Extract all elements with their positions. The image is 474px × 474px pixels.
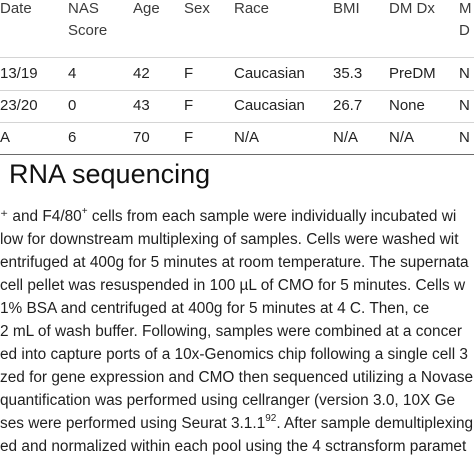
- cell-bmi: 26.7: [333, 97, 363, 114]
- paragraph-line: ses were performed using Seurat 3.1.192.…: [0, 412, 474, 432]
- paragraph-line: zed for gene expression and CMO then seq…: [0, 369, 474, 386]
- row-divider: [0, 122, 474, 123]
- table-header-row: Date NAS Score Age Sex Race BMI DM Dx M …: [0, 0, 474, 56]
- header-nas-score: NAS Score: [68, 0, 107, 42]
- paragraph-line: quantification was performed using cellr…: [0, 392, 456, 409]
- section-heading: RNA sequencing: [9, 156, 210, 192]
- cell-nas: 4: [68, 65, 77, 82]
- header-last-column: M D: [459, 0, 472, 42]
- cell-sex: F: [184, 129, 194, 146]
- header-last-line1: M: [459, 0, 472, 17]
- paragraph-line: ⁺ and F4/80+ cells from each sample were…: [0, 205, 457, 225]
- header-race: Race: [234, 0, 270, 17]
- cell-last: N: [459, 97, 470, 114]
- header-last-line2: D: [459, 22, 470, 39]
- table-bottom-rule: [0, 154, 474, 155]
- paragraph-line: cell pellet was resuspended in 100 µL of…: [0, 277, 466, 294]
- header-date: Date: [0, 0, 32, 17]
- paragraph-line: 1% BSA and centrifuged at 400g for 5 min…: [0, 300, 430, 317]
- cell-date: 13/19: [0, 65, 38, 82]
- paragraph-line: 2 mL of wash buffer. Following, samples …: [0, 323, 462, 340]
- table-row: 23/20 0 43 F Caucasian 26.7 None N: [0, 92, 474, 120]
- cell-age: 42: [133, 65, 150, 82]
- cell-race: N/A: [234, 129, 260, 146]
- cell-date: A: [0, 129, 11, 146]
- header-bmi: BMI: [333, 0, 360, 17]
- cell-race: Caucasian: [234, 97, 305, 114]
- table-row: A 6 70 F N/A N/A N/A N: [0, 124, 474, 152]
- cell-dm: PreDM: [389, 65, 436, 82]
- cell-date: 23/20: [0, 97, 38, 114]
- cell-nas: 0: [68, 97, 77, 114]
- cell-dm: N/A: [389, 129, 415, 146]
- cell-last: N: [459, 129, 470, 146]
- cell-sex: F: [184, 97, 194, 114]
- section-heading-text: RNA sequencing: [9, 159, 211, 189]
- paragraph-line: entrifuged at 400g for 5 minutes at room…: [0, 254, 469, 271]
- cell-age: 70: [133, 129, 150, 146]
- header-age: Age: [133, 0, 160, 17]
- cell-bmi: 35.3: [333, 65, 363, 82]
- header-nas-line1: NAS: [68, 0, 99, 17]
- cell-dm: None: [389, 97, 425, 114]
- paragraph-line: ed and normalized within each pool using…: [0, 438, 467, 455]
- paragraph-line: ed into capture ports of a 10x-Genomics …: [0, 346, 468, 363]
- cell-age: 43: [133, 97, 150, 114]
- cell-race: Caucasian: [234, 65, 305, 82]
- cell-bmi: N/A: [333, 129, 359, 146]
- header-sex: Sex: [184, 0, 210, 17]
- row-divider: [0, 90, 474, 91]
- cell-last: N: [459, 65, 470, 82]
- table-row: 13/19 4 42 F Caucasian 35.3 PreDM N: [0, 60, 474, 88]
- header-nas-line2: Score: [68, 22, 108, 39]
- cell-nas: 6: [68, 129, 77, 146]
- patient-table: Date NAS Score Age Sex Race BMI DM Dx M …: [0, 0, 474, 155]
- header-dm-dx: DM Dx: [389, 0, 435, 17]
- header-divider: [0, 57, 474, 58]
- paragraph-line: low for downstream multiplexing of sampl…: [0, 231, 459, 248]
- cell-sex: F: [184, 65, 194, 82]
